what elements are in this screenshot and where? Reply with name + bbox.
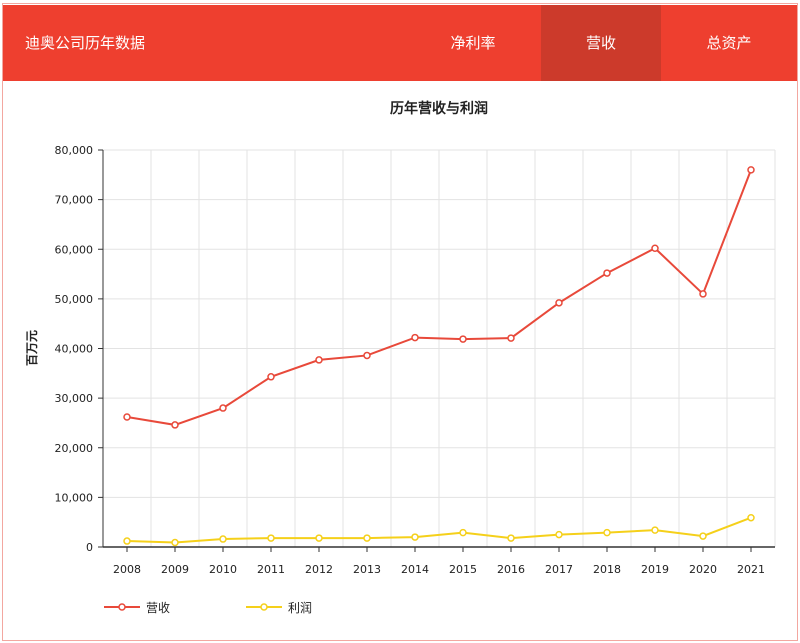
y-tick-label: 60,000 bbox=[55, 243, 94, 256]
x-tick-label: 2020 bbox=[689, 563, 717, 576]
app-frame: 迪奥公司历年数据 净利率 营收 总资产 bbox=[2, 3, 798, 641]
x-tick-label: 2016 bbox=[497, 563, 525, 576]
data-point bbox=[555, 530, 563, 539]
data-point bbox=[315, 356, 323, 364]
data-point bbox=[747, 513, 755, 522]
legend-label: 营收 bbox=[146, 601, 170, 615]
x-tick-label: 2014 bbox=[401, 563, 429, 576]
brand-title: 迪奥公司历年数据 bbox=[25, 34, 146, 52]
y-tick-label: 30,000 bbox=[55, 392, 94, 405]
tab-net-margin[interactable]: 净利率 bbox=[450, 34, 496, 52]
y-tick-label: 0 bbox=[86, 541, 93, 554]
x-tick-label: 2018 bbox=[593, 563, 621, 576]
top-nav: 迪奥公司历年数据 净利率 营收 总资产 bbox=[3, 5, 797, 81]
data-point bbox=[459, 335, 467, 343]
chart-title: 历年营收与利润 bbox=[390, 100, 488, 117]
tab-revenue[interactable]: 营收 bbox=[541, 5, 661, 81]
data-point bbox=[699, 290, 707, 298]
data-point bbox=[507, 534, 515, 542]
legend-swatch-marker bbox=[118, 603, 126, 611]
data-point bbox=[267, 534, 275, 542]
x-tick-label: 2008 bbox=[113, 563, 141, 576]
x-tick-label: 2019 bbox=[641, 563, 669, 576]
data-point bbox=[651, 244, 659, 253]
y-tick-label: 10,000 bbox=[55, 491, 94, 504]
data-point bbox=[507, 334, 515, 342]
legend-label: 利润 bbox=[288, 601, 312, 615]
data-point bbox=[171, 538, 179, 547]
y-tick-label: 20,000 bbox=[55, 442, 94, 455]
data-point bbox=[603, 528, 611, 537]
x-tick-label: 2021 bbox=[737, 563, 765, 576]
data-point bbox=[219, 535, 227, 543]
legend-swatch-marker bbox=[260, 603, 268, 611]
data-point bbox=[363, 351, 371, 360]
data-point bbox=[459, 528, 467, 537]
x-tick-label: 2009 bbox=[161, 563, 189, 576]
data-point bbox=[411, 533, 419, 541]
data-point bbox=[603, 269, 611, 277]
data-point bbox=[123, 413, 131, 421]
y-axis-label: 百万元 bbox=[25, 330, 39, 366]
x-tick-label: 2010 bbox=[209, 563, 237, 576]
y-tick-label: 70,000 bbox=[55, 194, 94, 207]
x-tick-label: 2011 bbox=[257, 563, 285, 576]
y-tick-label: 50,000 bbox=[55, 293, 94, 306]
y-tick-label: 80,000 bbox=[55, 144, 94, 157]
x-tick-label: 2013 bbox=[353, 563, 381, 576]
x-tick-label: 2015 bbox=[449, 563, 477, 576]
data-point bbox=[315, 534, 323, 542]
series-line-0 bbox=[126, 169, 752, 426]
data-point bbox=[123, 537, 131, 545]
x-tick-label: 2012 bbox=[305, 563, 333, 576]
series-line-1 bbox=[126, 516, 752, 544]
tab-total-assets[interactable]: 总资产 bbox=[706, 34, 752, 52]
data-point bbox=[555, 299, 563, 307]
data-point bbox=[267, 373, 275, 381]
y-tick-label: 40,000 bbox=[55, 343, 94, 356]
x-tick-label: 2017 bbox=[545, 563, 573, 576]
data-point bbox=[651, 526, 659, 534]
data-point bbox=[747, 166, 755, 174]
data-point bbox=[699, 532, 707, 540]
data-point bbox=[171, 421, 179, 429]
data-point bbox=[411, 333, 419, 342]
data-point bbox=[363, 534, 371, 542]
data-point bbox=[219, 404, 227, 412]
